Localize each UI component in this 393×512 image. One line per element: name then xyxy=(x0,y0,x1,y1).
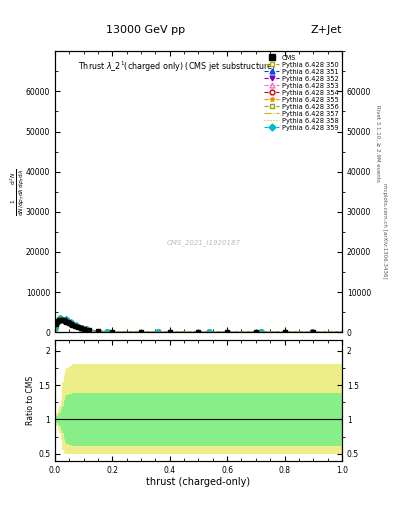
Text: Thrust $\lambda$_2$^1$(charged only) (CMS jet substructure): Thrust $\lambda$_2$^1$(charged only) (CM… xyxy=(78,59,276,74)
Text: $\frac{1}{\mathrm{d}N/\mathrm{d}p_T\mathrm{d}\lambda}\frac{\mathrm{d}^2N}{\mathr: $\frac{1}{\mathrm{d}N/\mathrm{d}p_T\math… xyxy=(9,168,27,216)
Text: Rivet 3.1.10, ≥ 2.9M events: Rivet 3.1.10, ≥ 2.9M events xyxy=(375,105,380,182)
Text: 13000 GeV pp: 13000 GeV pp xyxy=(106,25,185,35)
Y-axis label: Ratio to CMS: Ratio to CMS xyxy=(26,376,35,425)
Text: mcplots.cern.ch [arXiv:1306.3436]: mcplots.cern.ch [arXiv:1306.3436] xyxy=(382,183,387,278)
X-axis label: thrust (charged-only): thrust (charged-only) xyxy=(147,477,250,487)
Text: CMS_2021_I1920187: CMS_2021_I1920187 xyxy=(167,239,241,246)
Legend: CMS, Pythia 6.428 350, Pythia 6.428 351, Pythia 6.428 352, Pythia 6.428 353, Pyt: CMS, Pythia 6.428 350, Pythia 6.428 351,… xyxy=(263,53,341,133)
Text: Z+Jet: Z+Jet xyxy=(310,25,342,35)
